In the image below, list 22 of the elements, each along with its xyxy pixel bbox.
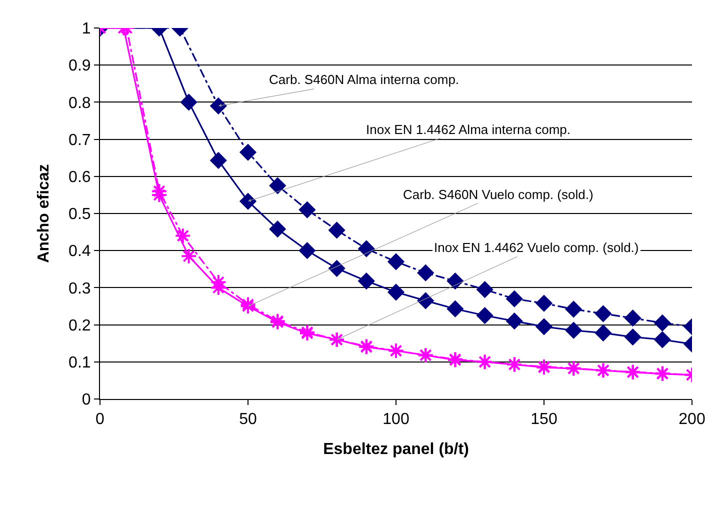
y-tick-label: 0 xyxy=(82,392,91,409)
y-tick-label: 0.8 xyxy=(68,94,91,112)
x-tick-label: 200 xyxy=(678,411,706,428)
x-tick-label: 100 xyxy=(382,411,410,428)
y-axis-title: Ancho eficaz xyxy=(35,164,52,263)
x-tick-label: 50 xyxy=(239,411,257,428)
y-tick-label: 0.6 xyxy=(68,169,91,186)
y-tick-label: 0.5 xyxy=(68,206,91,224)
y-tick-label: 0.9 xyxy=(68,58,91,75)
y-tick-label: 0.1 xyxy=(68,354,91,372)
y-tick-label: 1 xyxy=(82,20,91,38)
annotation: Inox EN 1.4462 Alma interna comp. xyxy=(366,122,571,137)
x-tick-label: 0 xyxy=(96,411,105,428)
y-tick-label: 0.2 xyxy=(68,317,91,334)
y-tick-label: 0.3 xyxy=(68,280,91,298)
y-tick-label: 0.7 xyxy=(68,132,91,149)
x-tick-label: 150 xyxy=(530,411,558,428)
annotation: Carb. S460N Vuelo comp. (sold.) xyxy=(403,187,594,202)
x-axis-title: Esbeltez panel (b/t) xyxy=(323,440,469,458)
y-tick-label: 0.4 xyxy=(68,243,91,260)
annotation: Inox EN 1.4462 Vuelo comp. (sold.) xyxy=(434,240,639,255)
annotation: Carb. S460N Alma interna comp. xyxy=(269,72,460,87)
